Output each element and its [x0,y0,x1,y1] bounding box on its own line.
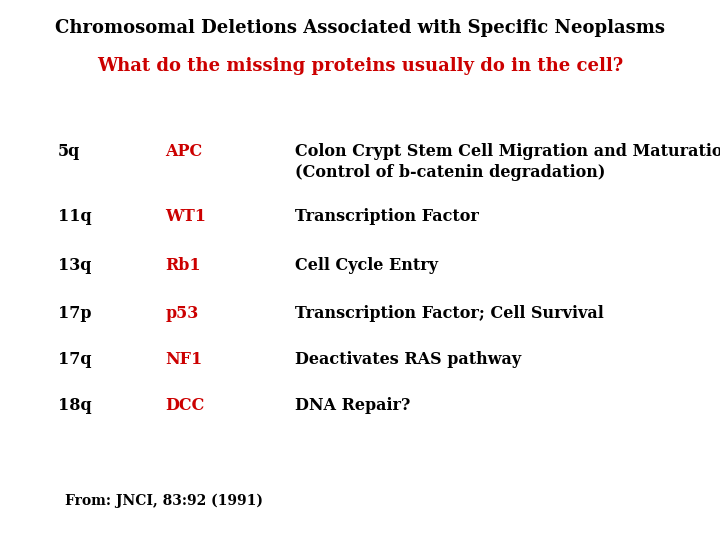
Text: Chromosomal Deletions Associated with Specific Neoplasms: Chromosomal Deletions Associated with Sp… [55,19,665,37]
Text: Cell Cycle Entry: Cell Cycle Entry [295,256,438,273]
Text: WT1: WT1 [166,208,207,225]
Text: 5q: 5q [58,143,80,160]
Text: 18q: 18q [58,397,91,414]
Text: 17p: 17p [58,305,91,322]
Text: 13q: 13q [58,256,91,273]
Text: 11q: 11q [58,208,91,225]
Text: NF1: NF1 [166,351,203,368]
Text: From: JNCI, 83:92 (1991): From: JNCI, 83:92 (1991) [65,493,263,508]
Text: Deactivates RAS pathway: Deactivates RAS pathway [295,351,521,368]
Text: DCC: DCC [166,397,205,414]
Text: Colon Crypt Stem Cell Migration and Maturation
(Control of b-catenin degradation: Colon Crypt Stem Cell Migration and Matu… [295,143,720,181]
Text: Transcription Factor; Cell Survival: Transcription Factor; Cell Survival [295,305,604,322]
Text: p53: p53 [166,305,199,322]
Text: Rb1: Rb1 [166,256,201,273]
Text: Transcription Factor: Transcription Factor [295,208,479,225]
Text: 17q: 17q [58,351,91,368]
Text: What do the missing proteins usually do in the cell?: What do the missing proteins usually do … [97,57,623,75]
Text: DNA Repair?: DNA Repair? [295,397,410,414]
Text: APC: APC [166,143,203,160]
